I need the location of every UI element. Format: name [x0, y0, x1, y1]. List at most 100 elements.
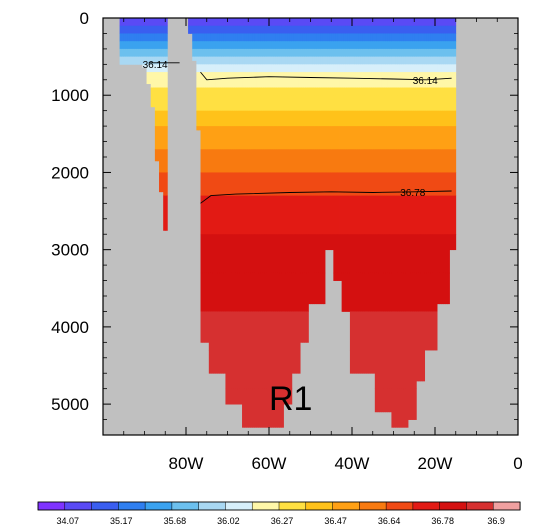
salinity-cell — [306, 149, 309, 173]
salinity-cell — [432, 87, 436, 96]
salinity-cell — [244, 95, 247, 112]
salinity-cell — [210, 272, 214, 312]
salinity-cell — [333, 18, 336, 27]
salinity-cell — [208, 33, 212, 42]
salinity-cell — [339, 149, 343, 173]
salinity-cell — [304, 72, 307, 81]
salinity-cell — [410, 110, 413, 127]
salinity-cell — [408, 79, 411, 88]
salinity-cell — [453, 48, 457, 58]
salinity-cell — [360, 126, 363, 150]
salinity-cell — [231, 350, 235, 390]
salinity-cell — [364, 149, 367, 173]
salinity-cell — [287, 195, 291, 235]
salinity-cell — [273, 48, 276, 58]
salinity-cell — [376, 41, 380, 50]
salinity-cell — [279, 18, 282, 27]
salinity-cell — [387, 25, 390, 34]
salinity-cell — [397, 172, 401, 197]
salinity-cell — [385, 25, 388, 34]
salinity-cell — [254, 95, 257, 112]
salinity-cell — [362, 272, 365, 312]
salinity-cell — [447, 25, 450, 34]
salinity-cell — [325, 56, 328, 65]
salinity-cell — [231, 172, 235, 197]
salinity-cell — [391, 64, 394, 73]
salinity-cell — [372, 126, 376, 150]
salinity-cell — [252, 172, 255, 197]
salinity-cell — [231, 79, 235, 88]
salinity-cell — [316, 41, 320, 50]
salinity-cell — [215, 72, 218, 81]
salinity-cell — [381, 388, 384, 413]
salinity-cell — [310, 110, 313, 127]
salinity-cell — [447, 110, 450, 127]
salinity-cell — [206, 149, 210, 173]
salinity-cell — [322, 87, 326, 96]
salinity-cell — [225, 195, 228, 235]
contour-label-36.78: 36.78 — [400, 188, 425, 199]
salinity-cell — [258, 272, 262, 312]
salinity-cell — [304, 79, 307, 88]
salinity-cell — [262, 64, 266, 73]
salinity-cell — [196, 79, 199, 88]
salinity-cell — [316, 87, 320, 96]
salinity-cell — [293, 234, 297, 274]
salinity-cell — [370, 56, 374, 65]
salinity-cell — [312, 149, 316, 173]
salinity-cell — [264, 126, 268, 150]
colorbar-swatch — [171, 501, 200, 511]
salinity-cell — [414, 18, 417, 27]
salinity-cell — [233, 126, 237, 150]
salinity-cell — [389, 33, 392, 42]
salinity-cell — [200, 311, 203, 343]
salinity-cell — [198, 25, 201, 34]
salinity-cell — [287, 72, 291, 81]
salinity-cell — [358, 149, 361, 173]
salinity-cell — [281, 110, 284, 127]
salinity-cell — [322, 56, 326, 65]
salinity-cell — [408, 18, 411, 27]
salinity-cell — [412, 79, 415, 88]
salinity-cell — [244, 18, 247, 27]
salinity-cell — [437, 272, 440, 305]
salinity-cell — [333, 272, 336, 281]
salinity-cell — [129, 56, 133, 65]
salinity-cell — [376, 272, 380, 312]
salinity-cell — [237, 95, 241, 112]
salinity-cell — [227, 64, 230, 73]
salinity-cell — [127, 25, 131, 34]
salinity-cell — [235, 25, 239, 34]
salinity-cell — [202, 110, 206, 127]
salinity-cell — [248, 48, 251, 58]
salinity-cell — [374, 234, 378, 274]
salinity-cell — [347, 64, 351, 73]
salinity-cell — [381, 110, 384, 127]
salinity-cell — [312, 72, 316, 81]
salinity-cell — [244, 64, 247, 73]
salinity-cell — [408, 149, 411, 173]
salinity-cell — [327, 87, 330, 96]
salinity-cell — [239, 350, 243, 390]
salinity-cell — [424, 172, 428, 197]
salinity-cell — [291, 48, 295, 58]
salinity-cell — [300, 48, 303, 58]
salinity-cell — [443, 25, 446, 34]
salinity-cell — [219, 110, 222, 127]
salinity-cell — [428, 25, 432, 34]
salinity-cell — [291, 33, 295, 42]
salinity-cell — [275, 87, 278, 96]
salinity-cell — [372, 41, 376, 50]
salinity-cell — [262, 79, 266, 88]
salinity-cell — [327, 33, 330, 42]
salinity-cell — [254, 388, 257, 428]
salinity-cell — [252, 48, 255, 58]
salinity-cell — [287, 234, 291, 274]
salinity-cell — [335, 272, 338, 281]
salinity-cell — [298, 234, 301, 274]
salinity-cell — [391, 33, 394, 42]
salinity-cell — [269, 149, 272, 173]
salinity-cell — [256, 126, 260, 150]
salinity-cell — [233, 149, 237, 173]
